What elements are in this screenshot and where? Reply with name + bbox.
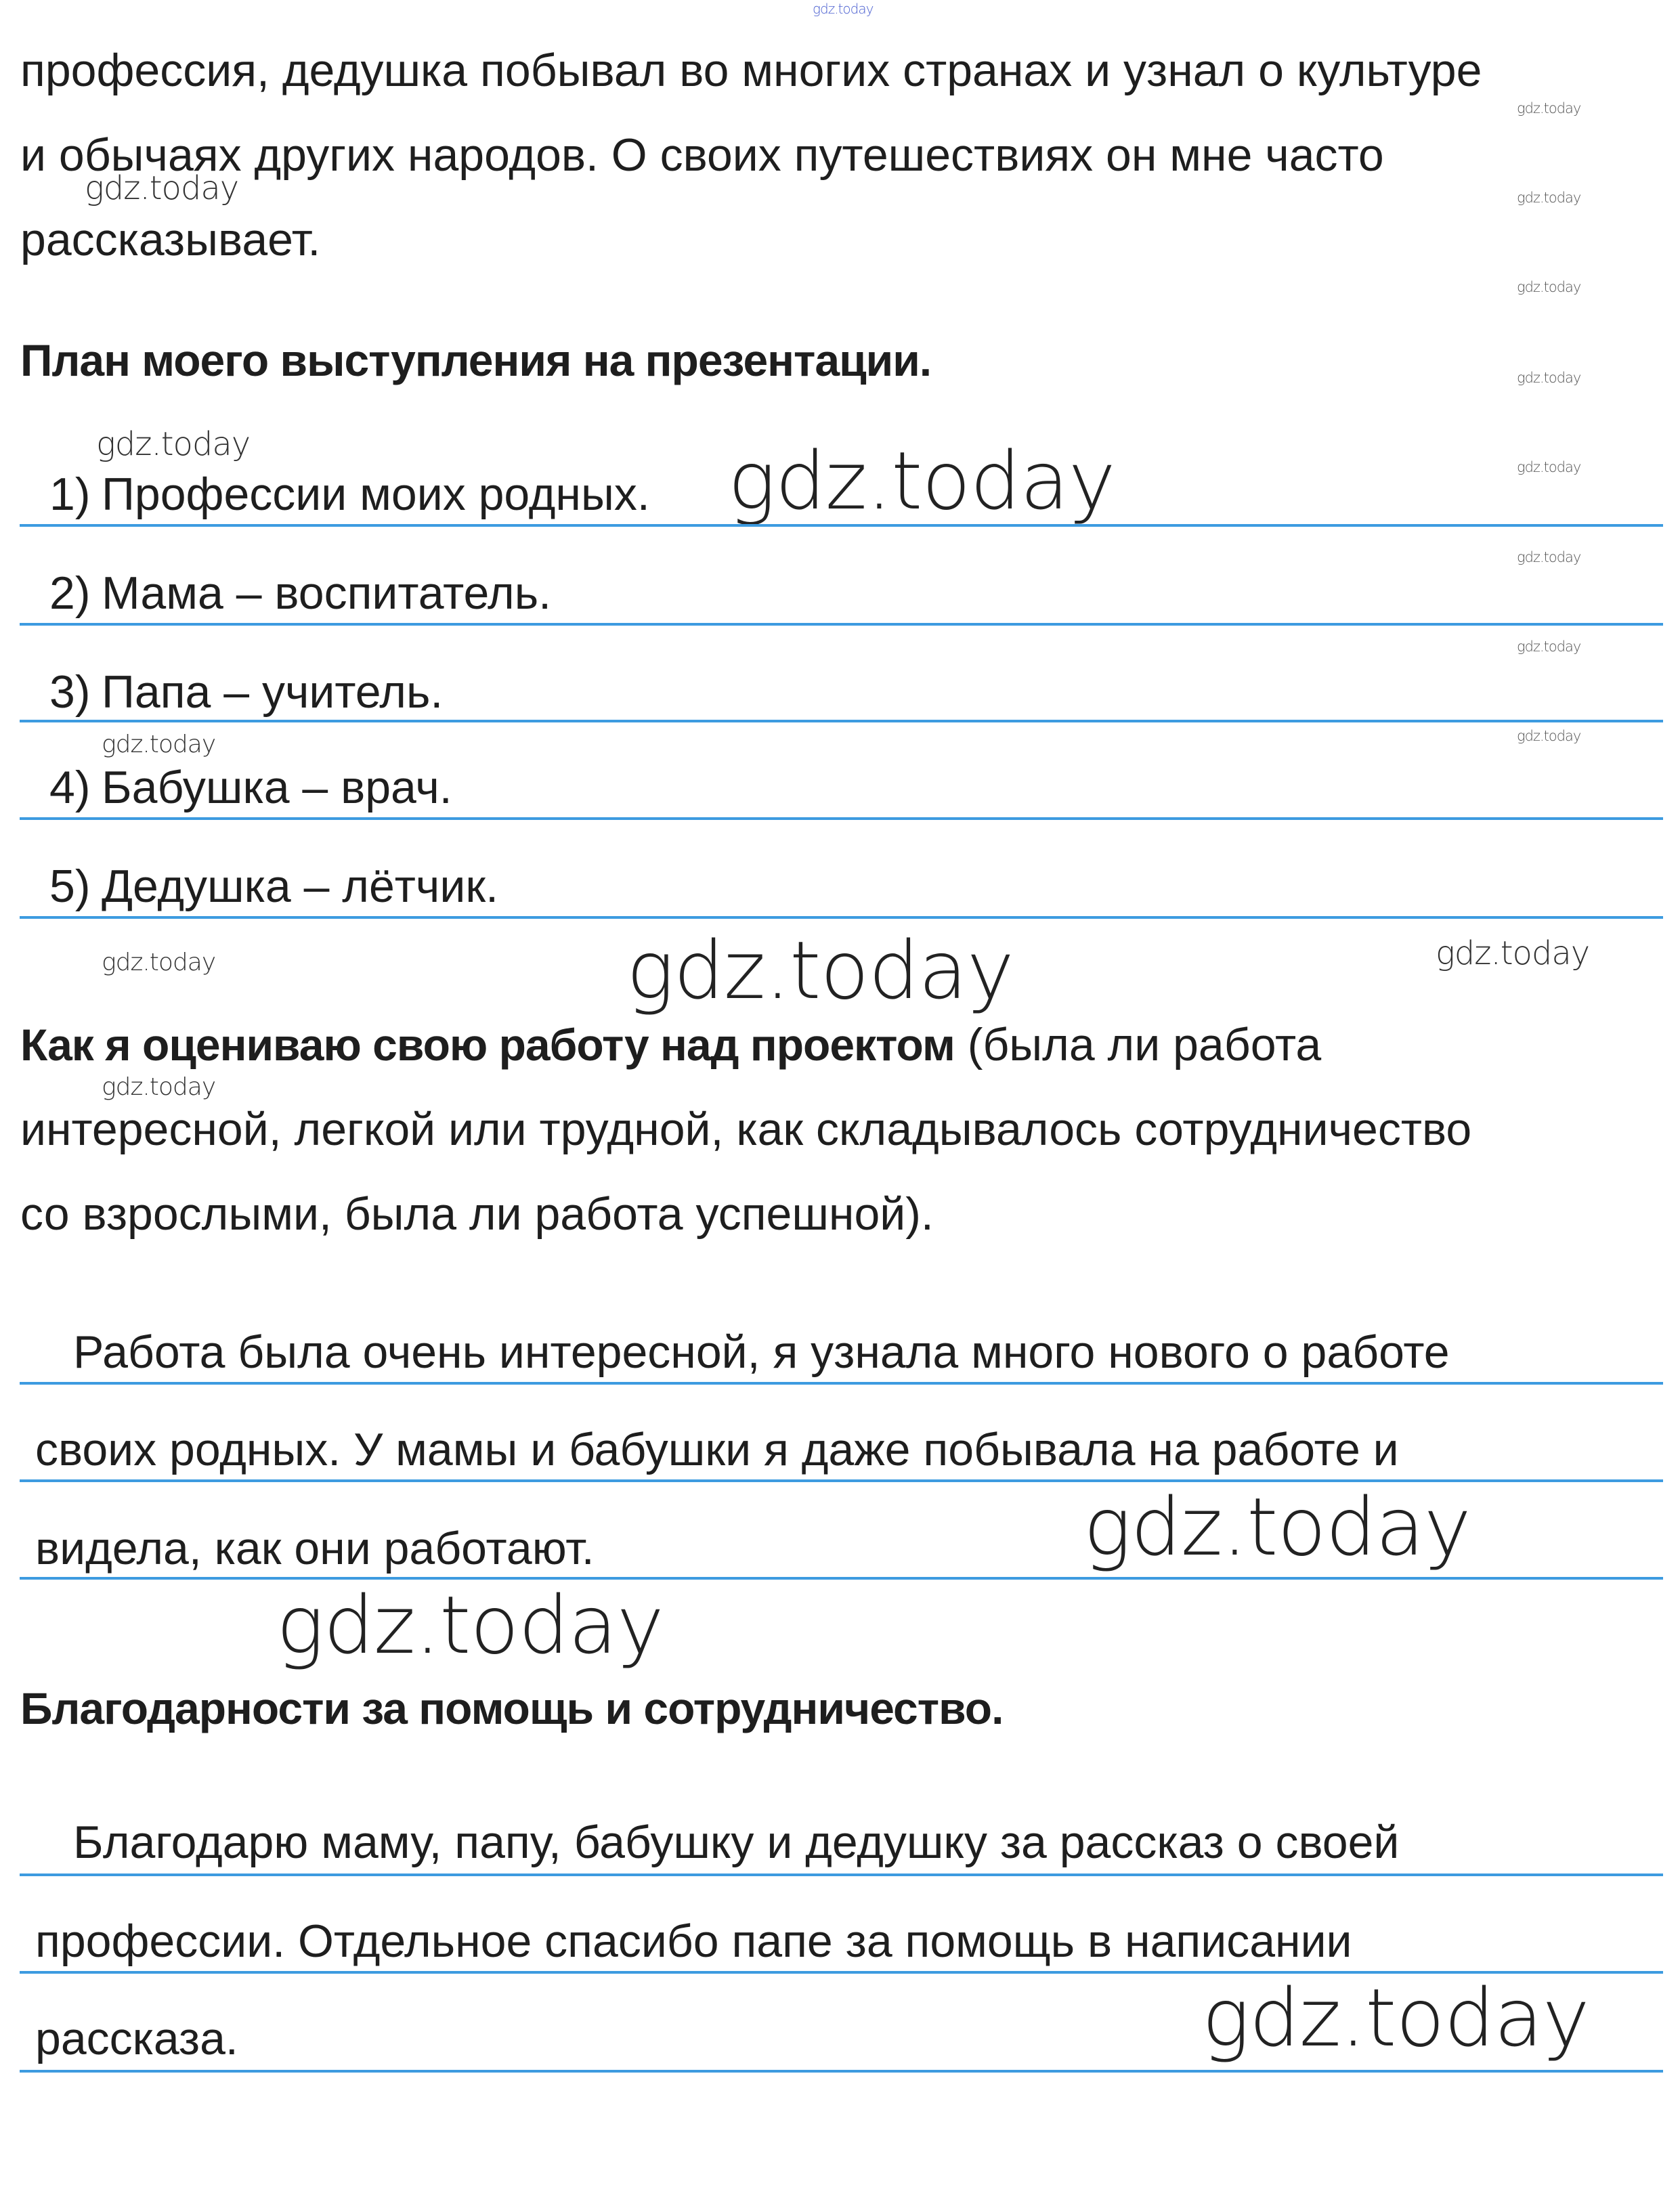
watermark: gdz.today bbox=[1517, 370, 1581, 386]
watermark: gdz.today bbox=[102, 949, 216, 976]
evaluation-heading-line: интересной, легкой или трудной, как скла… bbox=[20, 1104, 1472, 1155]
plan-item-text: Профессии моих родных. bbox=[102, 469, 650, 520]
watermark: gdz.today bbox=[85, 169, 239, 207]
watermark: gdz.today bbox=[1517, 638, 1581, 655]
watermark: gdz.today bbox=[1517, 190, 1581, 206]
evaluation-heading-bold: Как я оцениваю свою работу над проектом bbox=[20, 1020, 955, 1070]
writing-line bbox=[20, 817, 1663, 820]
thanks-answer-line: Благодарю маму, папу, бабушку и дедушку … bbox=[73, 1817, 1400, 1868]
writing-line bbox=[20, 524, 1663, 527]
watermark: gdz.today bbox=[276, 1578, 664, 1672]
intro-line: рассказывает. bbox=[20, 214, 321, 265]
watermark: gdz.today bbox=[1517, 728, 1581, 744]
writing-line bbox=[20, 1971, 1663, 1974]
watermark: gdz.today bbox=[1436, 934, 1590, 972]
thanks-answer-line: профессии. Отдельное спасибо папе за пом… bbox=[35, 1915, 1352, 1967]
plan-item-text: Дедушка – лётчик. bbox=[102, 861, 498, 912]
evaluation-heading: Как я оцениваю свою работу над проектом … bbox=[20, 1018, 1321, 1072]
plan-item-number: 1) bbox=[49, 469, 91, 520]
intro-line: профессия, дедушка побывал во многих стр… bbox=[20, 45, 1482, 96]
writing-line bbox=[20, 623, 1663, 626]
watermark: gdz.today bbox=[1517, 100, 1581, 116]
watermark: gdz.today bbox=[1202, 1971, 1590, 2064]
watermark: gdz.today bbox=[102, 731, 216, 758]
plan-item-text: Бабушка – врач. bbox=[102, 762, 452, 813]
thanks-heading: Благодарности за помощь и сотрудничество… bbox=[20, 1683, 1004, 1733]
intro-line: и обычаях других народов. О своих путеше… bbox=[20, 129, 1384, 181]
watermark: gdz.today bbox=[96, 425, 251, 463]
writing-line bbox=[20, 1479, 1663, 1482]
plan-item-number: 5) bbox=[49, 861, 91, 912]
writing-line bbox=[20, 720, 1663, 722]
writing-line bbox=[20, 1873, 1663, 1876]
plan-item-text: Мама – воспитатель. bbox=[102, 567, 552, 619]
writing-line bbox=[20, 2070, 1663, 2073]
writing-line bbox=[20, 1577, 1663, 1580]
plan-item-number: 3) bbox=[49, 666, 91, 718]
evaluation-answer-line: своих родных. У мамы и бабушки я даже по… bbox=[35, 1424, 1399, 1475]
evaluation-answer-line: видела, как они работают. bbox=[35, 1523, 595, 1574]
thanks-answer-line: рассказа. bbox=[35, 2013, 238, 2064]
watermark: gdz.today bbox=[1517, 459, 1581, 475]
plan-item-text: Папа – учитель. bbox=[102, 666, 444, 718]
watermark: gdz.today bbox=[626, 924, 1014, 1017]
watermark: gdz.today bbox=[1517, 549, 1581, 565]
writing-line bbox=[20, 916, 1663, 919]
evaluation-heading-rest: (была ли работа bbox=[954, 1019, 1322, 1070]
watermark: gdz.today bbox=[728, 434, 1116, 527]
watermark: gdz.today bbox=[813, 1, 874, 17]
plan-item-number: 4) bbox=[49, 762, 91, 813]
watermark: gdz.today bbox=[1083, 1480, 1471, 1574]
watermark: gdz.today bbox=[102, 1073, 216, 1101]
plan-heading: План моего выступления на презентации. bbox=[20, 335, 932, 385]
evaluation-answer-line: Работа была очень интересной, я узнала м… bbox=[73, 1326, 1450, 1378]
writing-line bbox=[20, 1382, 1663, 1385]
evaluation-heading-line: со взрослыми, была ли работа успешной). bbox=[20, 1188, 934, 1240]
watermark: gdz.today bbox=[1517, 279, 1581, 295]
plan-item-number: 2) bbox=[49, 567, 91, 619]
